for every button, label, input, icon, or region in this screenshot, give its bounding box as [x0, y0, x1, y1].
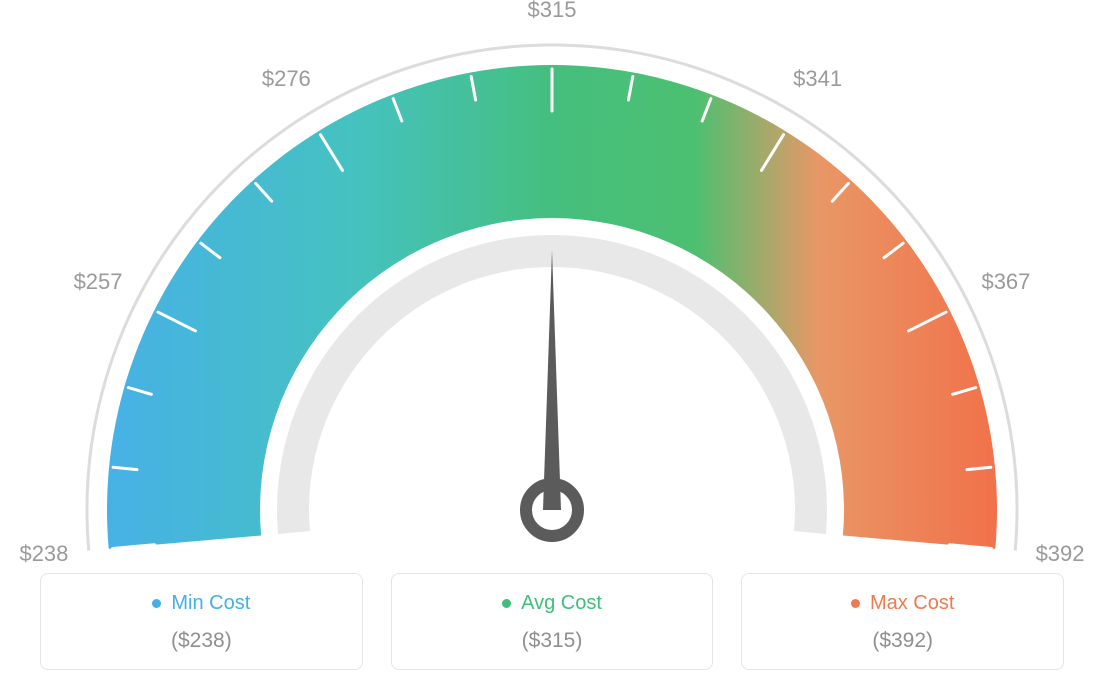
- legend-label-min: Min Cost: [171, 592, 250, 615]
- legend-dot-avg: [502, 599, 511, 608]
- legend-card-max: Max Cost ($392): [741, 573, 1064, 670]
- gauge-tick-label: $238: [19, 541, 68, 567]
- gauge-tick-label: $315: [528, 0, 577, 23]
- gauge-svg: [0, 0, 1104, 570]
- legend-row: Min Cost ($238) Avg Cost ($315) Max Cost…: [40, 573, 1064, 670]
- legend-dot-max: [851, 599, 860, 608]
- legend-title-avg: Avg Cost: [502, 592, 602, 615]
- gauge-tick-label: $367: [981, 269, 1030, 295]
- legend-title-min: Min Cost: [152, 592, 250, 615]
- gauge-tick-label: $257: [74, 269, 123, 295]
- legend-value-avg: ($315): [402, 629, 703, 653]
- chart-container: $238 $257 $276 $315 $341 $367 $392 Min Cost ($…: [0, 0, 1104, 690]
- gauge-tick-label: $341: [793, 66, 842, 92]
- legend-title-max: Max Cost: [851, 592, 954, 615]
- gauge-tick-label: $392: [1036, 541, 1085, 567]
- legend-label-avg: Avg Cost: [521, 592, 602, 615]
- legend-value-max: ($392): [752, 629, 1053, 653]
- gauge-tick-label: $276: [262, 66, 311, 92]
- gauge-area: $238$257$276$315$341$367$392: [0, 0, 1104, 560]
- legend-card-avg: Avg Cost ($315): [391, 573, 714, 670]
- legend-value-min: ($238): [51, 629, 352, 653]
- legend-label-max: Max Cost: [870, 592, 954, 615]
- legend-dot-min: [152, 599, 161, 608]
- legend-card-min: Min Cost ($238): [40, 573, 363, 670]
